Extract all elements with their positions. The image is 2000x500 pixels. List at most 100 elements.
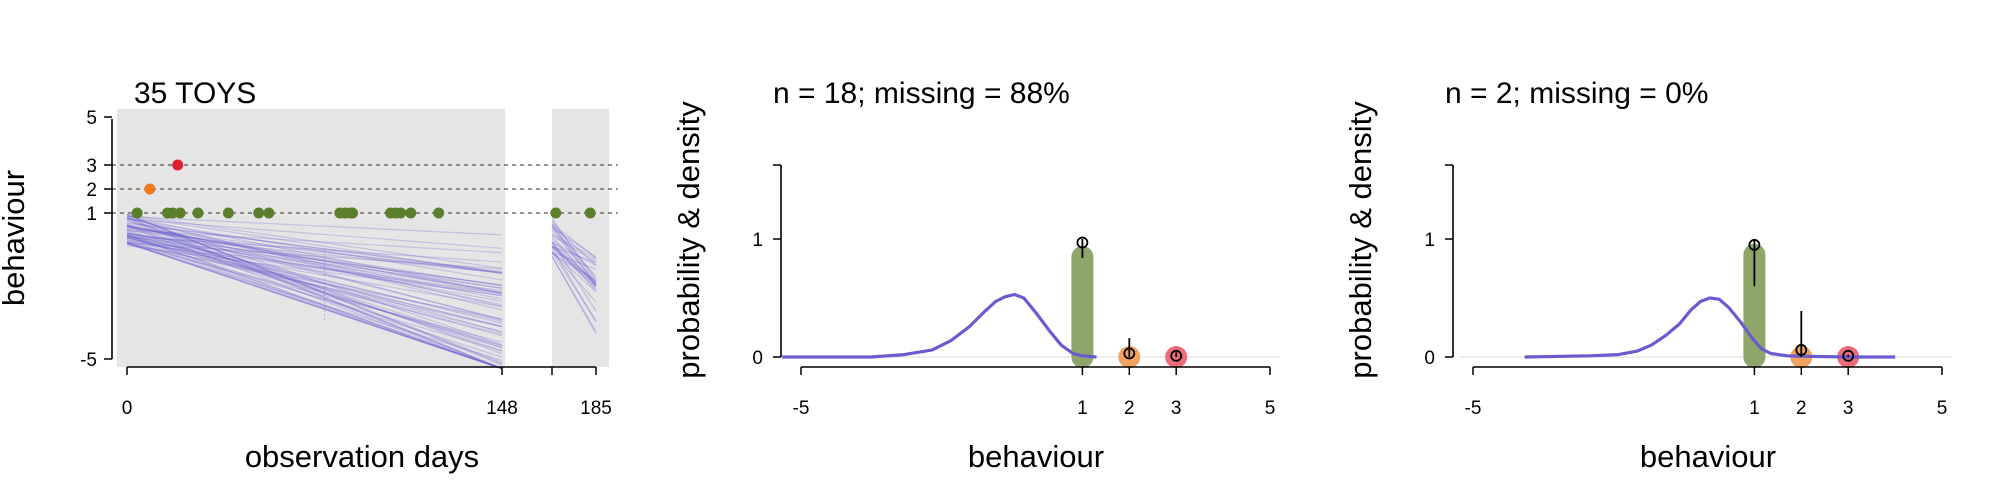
estimate-point (1842, 349, 1855, 362)
trajectory-line (126, 235, 503, 347)
trajectory-line (126, 224, 503, 320)
trajectory-line (551, 229, 597, 285)
trajectory-line (126, 245, 503, 297)
trajectory-line (551, 246, 597, 285)
trajectory-line (126, 232, 503, 302)
x-tick-label: 185 (580, 398, 612, 419)
trajectory-line (126, 233, 503, 286)
trajectory-line (126, 235, 503, 263)
y-tick-label: 1 (86, 204, 97, 225)
trajectory-line (126, 220, 503, 321)
trajectory-line (126, 231, 503, 324)
distribution-panel-2: 1 0 -5 1 2 3 5 n = 2; missing = 0% behaviour prob… (1343, 77, 1952, 474)
x-tick-marks: 0 148 185 (122, 367, 612, 419)
trajectory-line (551, 241, 597, 266)
trajectory-line (551, 224, 597, 266)
trajectory-line (126, 216, 503, 294)
panel-title: n = 18; missing = 88% (773, 77, 1070, 110)
x-tick-label: -5 (1465, 398, 1482, 419)
trajectory-line (126, 237, 503, 297)
trajectory-line (126, 233, 503, 286)
trajectory-line (126, 240, 503, 352)
x-axis-label: behaviour (1640, 439, 1776, 474)
trajectory-line (126, 222, 503, 274)
y-tick-label: 5 (86, 108, 97, 129)
trajectory-line (126, 243, 503, 343)
trajectory-line (126, 219, 503, 370)
x-tick-label: 5 (1265, 398, 1276, 419)
y-tick-label: 0 (1424, 348, 1435, 369)
y-axis-label: probability & density (671, 101, 706, 379)
trajectory-line (126, 225, 503, 294)
density-curve (782, 292, 1097, 359)
trajectory-line (126, 233, 503, 274)
observation-point (347, 207, 359, 219)
trajectory-line (126, 235, 503, 322)
trajectory-line (551, 247, 597, 323)
y-tick-label: 2 (86, 180, 97, 201)
trajectory-line (126, 229, 503, 349)
trajectory-line (551, 218, 597, 283)
trajectory-line (126, 225, 503, 347)
observation-point (584, 207, 596, 219)
x-tick-label: 2 (1124, 398, 1135, 419)
trajectory-line (551, 245, 597, 283)
trajectory-line (126, 233, 503, 328)
estimate-point (1748, 238, 1761, 251)
panel-background-segment-1 (117, 109, 505, 367)
trajectory-line (126, 242, 503, 270)
observation-point (550, 207, 562, 219)
x-tick-label: 5 (1937, 398, 1948, 419)
observation-point (131, 207, 143, 219)
trajectory-line (126, 237, 503, 327)
trajectory-line (126, 218, 503, 249)
observation-point (395, 207, 407, 219)
observation-point (174, 207, 186, 219)
estimate-point (1170, 349, 1183, 362)
observation-point (433, 207, 445, 219)
trajectory-line (551, 235, 597, 287)
trajectory-line (126, 240, 503, 308)
trajectory-line (126, 236, 503, 370)
trajectory-line (126, 235, 503, 289)
y-tick-marks: 5 3 2 1 -5 (80, 108, 112, 371)
trajectory-line (126, 217, 503, 369)
trajectory-line (551, 233, 597, 260)
trajectory-line (551, 256, 597, 332)
x-axis-label: observation days (245, 439, 479, 474)
trajectory-line (551, 220, 597, 280)
x-tick-label: 3 (1843, 398, 1854, 419)
observation-point (144, 183, 156, 195)
trajectory-line (126, 241, 503, 370)
trajectory-line (126, 239, 503, 294)
trajectory-line (126, 233, 503, 370)
trajectory-line (551, 223, 597, 285)
observation-point (172, 159, 184, 171)
x-axis-label: behaviour (968, 439, 1104, 474)
trajectory-line (126, 215, 503, 275)
trajectory-line (551, 234, 597, 263)
trajectory-line (551, 244, 597, 288)
trajectory-line (551, 242, 597, 285)
y-axis-label: probability & density (1343, 101, 1378, 379)
estimate-point (1076, 236, 1089, 249)
trajectory-line (551, 251, 597, 303)
trajectory-line (126, 227, 503, 289)
density-curve (1524, 296, 1896, 359)
trajectory-line (551, 226, 597, 258)
estimate-point (1123, 347, 1136, 360)
observation-points (131, 159, 596, 219)
trajectory-line (126, 238, 503, 370)
trajectory-line (126, 231, 503, 349)
trajectory-line (126, 236, 503, 292)
trajectory-line (126, 243, 503, 320)
x-tick-label: 1 (1077, 398, 1088, 419)
observation-point (263, 207, 275, 219)
trajectory-line (551, 251, 597, 322)
trajectory-line (551, 251, 597, 270)
trajectory-line (551, 252, 597, 282)
trajectory-line (126, 224, 503, 352)
x-tick-label: 2 (1796, 398, 1807, 419)
x-tick-label: 1 (1749, 398, 1760, 419)
